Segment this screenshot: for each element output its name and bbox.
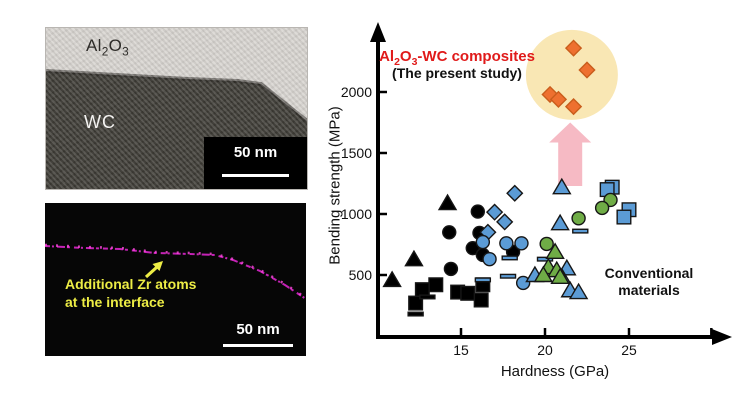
data-point-circle — [594, 200, 610, 216]
data-point-bar — [572, 228, 589, 234]
data-point-circle — [499, 236, 514, 251]
chart-canvas — [370, 22, 732, 345]
data-point-triangle — [545, 242, 565, 260]
data-point-circle — [475, 234, 491, 250]
data-point-bar — [536, 256, 554, 262]
data-point-triangle — [550, 267, 570, 285]
data-point-diamond — [549, 90, 568, 108]
scalebar-label: 50 nm — [236, 321, 280, 338]
x-axis-arrowhead-icon — [712, 329, 732, 345]
data-point-triangle — [404, 249, 424, 267]
x-tick-label: 15 — [453, 342, 469, 358]
data-point-circle — [443, 261, 459, 277]
data-point-diamond — [578, 61, 596, 79]
data-point-circle — [442, 225, 457, 240]
data-point-square — [408, 295, 424, 311]
data-point-circle — [470, 204, 486, 219]
zr-annotation-line2: at the interface — [65, 294, 165, 310]
y-tick-label: 1500 — [340, 145, 372, 161]
x-axis-title: Hardness (GPa) — [500, 363, 610, 380]
scalebar-box: 50 nm — [204, 137, 307, 189]
data-point-triangle — [533, 265, 554, 283]
data-point-circle — [482, 251, 497, 267]
y-tick-label: 2000 — [340, 84, 372, 100]
wc-label: WC — [84, 112, 116, 132]
y-axis-title: Bending strength (MPa) — [326, 106, 344, 265]
data-point-bar — [499, 273, 517, 279]
data-point-bar — [407, 311, 424, 317]
data-point-square — [428, 277, 444, 293]
data-point-diamond — [485, 203, 504, 221]
emphasis-arrow-icon — [549, 122, 592, 186]
data-point-bar — [501, 255, 518, 261]
scalebar-line — [222, 174, 289, 177]
zr-annotation-line1: Additional Zr atoms — [65, 276, 197, 292]
scalebar-label: 50 nm — [233, 144, 278, 161]
zr-annotation-arrow-icon — [144, 261, 163, 279]
data-point-square — [473, 292, 489, 308]
y-axis-arrowhead-icon — [370, 22, 386, 42]
data-point-diamond — [564, 98, 583, 116]
study-subtitle: (The present study) — [392, 65, 522, 81]
data-point-square — [460, 285, 476, 301]
data-point-circle — [514, 236, 529, 251]
data-point-diamond — [564, 39, 583, 57]
y-tick-label: 500 — [348, 267, 372, 283]
tem-micrograph-interface: Al2O3 WC 50 nm — [45, 27, 308, 190]
scalebar-line — [223, 344, 293, 347]
zr-interface-line — [45, 243, 306, 300]
x-tick-label: 20 — [537, 342, 553, 358]
scatter-chart: Al2O3-WC composites (The present study) … — [318, 8, 750, 418]
data-point-diamond — [506, 184, 524, 202]
data-point-triangle — [568, 282, 589, 300]
data-point-bar — [474, 277, 492, 283]
data-point-triangle — [437, 193, 458, 211]
eds-micrograph-zr-map: Additional Zr atoms at the interface 50 … — [45, 203, 306, 356]
conventional-materials-label: Conventional materials — [604, 265, 694, 298]
data-point-circle — [571, 211, 586, 226]
data-point-diamond — [496, 213, 514, 231]
data-point-square — [616, 209, 632, 225]
data-point-triangle — [382, 270, 402, 288]
alumina-label: Al2O3 — [86, 36, 130, 59]
data-point-bar — [419, 294, 436, 300]
y-tick-label: 1000 — [340, 206, 372, 222]
data-point-square — [414, 282, 430, 298]
data-point-triangle — [550, 213, 570, 231]
data-point-triangle — [552, 177, 572, 195]
data-point-circle — [539, 236, 554, 252]
data-point-circle — [515, 275, 531, 291]
x-tick-label: 25 — [621, 342, 637, 358]
study-title: Al2O3-WC composites — [379, 48, 535, 68]
